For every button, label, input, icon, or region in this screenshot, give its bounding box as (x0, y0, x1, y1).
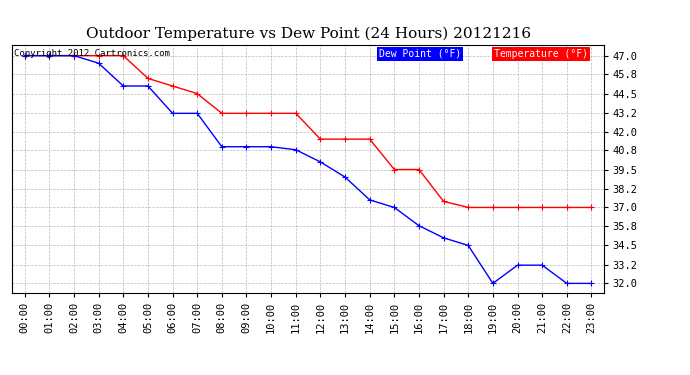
Title: Outdoor Temperature vs Dew Point (24 Hours) 20121216: Outdoor Temperature vs Dew Point (24 Hou… (86, 27, 531, 41)
Text: Temperature (°F): Temperature (°F) (494, 49, 589, 59)
Text: Copyright 2012 Cartronics.com: Copyright 2012 Cartronics.com (14, 49, 170, 58)
Text: Dew Point (°F): Dew Point (°F) (379, 49, 462, 59)
